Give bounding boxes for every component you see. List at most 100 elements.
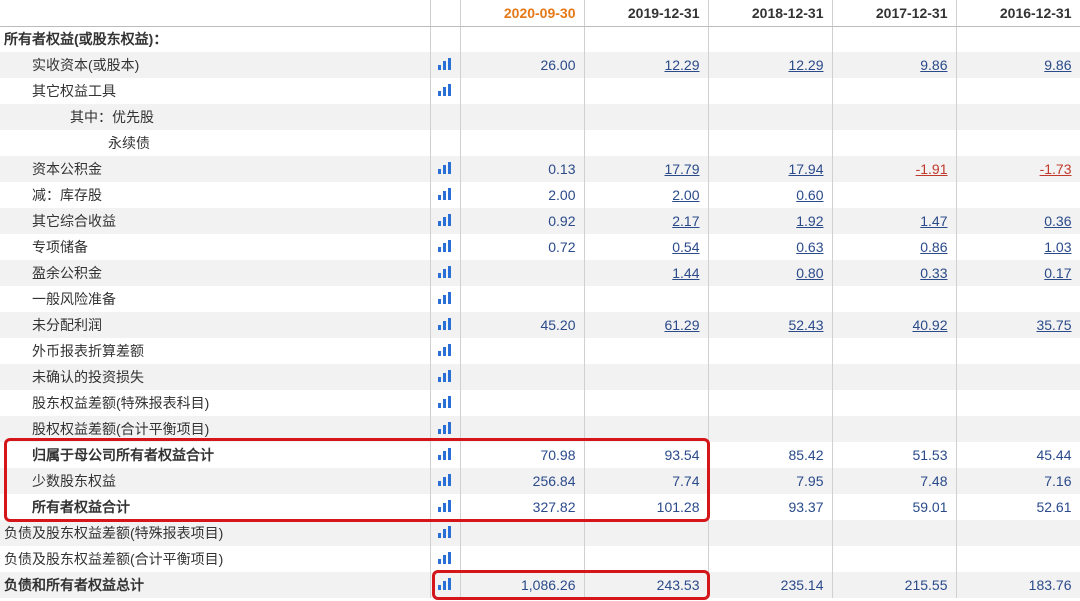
data-cell[interactable]: 12.29 <box>708 52 832 78</box>
cell-value[interactable]: 2.00 <box>672 187 699 203</box>
chart-icon-cell[interactable] <box>430 468 460 494</box>
cell-value[interactable]: 1.92 <box>796 213 823 229</box>
data-cell[interactable]: 101.28 <box>584 494 708 520</box>
bar-chart-icon[interactable] <box>438 345 452 356</box>
cell-value[interactable]: 52.43 <box>788 317 823 333</box>
bar-chart-icon[interactable] <box>438 215 452 226</box>
cell-value[interactable]: 17.79 <box>664 161 699 177</box>
data-cell[interactable]: 256.84 <box>460 468 584 494</box>
data-cell[interactable]: 0.33 <box>832 260 956 286</box>
bar-chart-icon[interactable] <box>438 579 452 590</box>
data-cell[interactable]: 35.75 <box>956 312 1080 338</box>
header-col-3[interactable]: 2017-12-31 <box>832 0 956 26</box>
data-cell[interactable]: 7.16 <box>956 468 1080 494</box>
cell-value[interactable]: 0.17 <box>1044 265 1071 281</box>
bar-chart-icon[interactable] <box>438 163 452 174</box>
chart-icon-cell[interactable] <box>430 234 460 260</box>
cell-value[interactable]: 12.29 <box>664 57 699 73</box>
bar-chart-icon[interactable] <box>438 85 452 96</box>
data-cell[interactable]: 7.48 <box>832 468 956 494</box>
bar-chart-icon[interactable] <box>438 267 452 278</box>
cell-value[interactable]: 0.36 <box>1044 213 1071 229</box>
data-cell[interactable]: 0.17 <box>956 260 1080 286</box>
data-cell[interactable]: 2.17 <box>584 208 708 234</box>
cell-value[interactable]: 0.86 <box>920 239 947 255</box>
cell-value[interactable]: -1.73 <box>1040 161 1072 177</box>
data-cell[interactable]: 61.29 <box>584 312 708 338</box>
header-col-1[interactable]: 2019-12-31 <box>584 0 708 26</box>
data-cell[interactable]: 1.44 <box>584 260 708 286</box>
data-cell[interactable]: 9.86 <box>956 52 1080 78</box>
data-cell[interactable]: 7.74 <box>584 468 708 494</box>
header-col-4[interactable]: 2016-12-31 <box>956 0 1080 26</box>
cell-value[interactable]: 0.80 <box>796 265 823 281</box>
data-cell[interactable]: 26.00 <box>460 52 584 78</box>
data-cell[interactable]: 2.00 <box>460 182 584 208</box>
bar-chart-icon[interactable] <box>438 241 452 252</box>
data-cell[interactable]: 1.03 <box>956 234 1080 260</box>
cell-value[interactable]: 0.33 <box>920 265 947 281</box>
cell-value[interactable]: 9.86 <box>1044 57 1071 73</box>
bar-chart-icon[interactable] <box>438 423 452 434</box>
header-col-0[interactable]: 2020-09-30 <box>460 0 584 26</box>
chart-icon-cell[interactable] <box>430 208 460 234</box>
data-cell[interactable]: 1.92 <box>708 208 832 234</box>
data-cell[interactable]: 0.60 <box>708 182 832 208</box>
chart-icon-cell[interactable] <box>430 416 460 442</box>
data-cell[interactable]: 0.63 <box>708 234 832 260</box>
data-cell[interactable]: 59.01 <box>832 494 956 520</box>
data-cell[interactable]: 0.86 <box>832 234 956 260</box>
cell-value[interactable]: 1.47 <box>920 213 947 229</box>
bar-chart-icon[interactable] <box>438 449 452 460</box>
chart-icon-cell[interactable] <box>430 260 460 286</box>
data-cell[interactable]: 93.37 <box>708 494 832 520</box>
cell-value[interactable]: 1.44 <box>672 265 699 281</box>
data-cell[interactable]: 9.86 <box>832 52 956 78</box>
cell-value[interactable]: -1.91 <box>916 161 948 177</box>
cell-value[interactable]: 35.75 <box>1036 317 1071 333</box>
bar-chart-icon[interactable] <box>438 527 452 538</box>
data-cell[interactable]: 2.00 <box>584 182 708 208</box>
data-cell[interactable]: 235.14 <box>708 572 832 598</box>
data-cell[interactable]: -1.91 <box>832 156 956 182</box>
cell-value[interactable]: 0.54 <box>672 239 699 255</box>
data-cell[interactable]: 243.53 <box>584 572 708 598</box>
data-cell[interactable]: 40.92 <box>832 312 956 338</box>
chart-icon-cell[interactable] <box>430 390 460 416</box>
data-cell[interactable]: 0.36 <box>956 208 1080 234</box>
data-cell[interactable]: 51.53 <box>832 442 956 468</box>
header-col-2[interactable]: 2018-12-31 <box>708 0 832 26</box>
cell-value[interactable]: 9.86 <box>920 57 947 73</box>
data-cell[interactable]: 85.42 <box>708 442 832 468</box>
data-cell[interactable]: 327.82 <box>460 494 584 520</box>
data-cell[interactable]: 52.61 <box>956 494 1080 520</box>
bar-chart-icon[interactable] <box>438 319 452 330</box>
chart-icon-cell[interactable] <box>430 520 460 546</box>
data-cell[interactable]: 183.76 <box>956 572 1080 598</box>
chart-icon-cell[interactable] <box>430 78 460 104</box>
chart-icon-cell[interactable] <box>430 52 460 78</box>
chart-icon-cell[interactable] <box>430 286 460 312</box>
data-cell[interactable]: 0.92 <box>460 208 584 234</box>
bar-chart-icon[interactable] <box>438 189 452 200</box>
cell-value[interactable]: 1.03 <box>1044 239 1071 255</box>
data-cell[interactable]: 45.20 <box>460 312 584 338</box>
chart-icon-cell[interactable] <box>430 182 460 208</box>
data-cell[interactable]: 215.55 <box>832 572 956 598</box>
bar-chart-icon[interactable] <box>438 553 452 564</box>
bar-chart-icon[interactable] <box>438 475 452 486</box>
data-cell[interactable]: 0.72 <box>460 234 584 260</box>
bar-chart-icon[interactable] <box>438 59 452 70</box>
data-cell[interactable]: 0.54 <box>584 234 708 260</box>
chart-icon-cell[interactable] <box>430 312 460 338</box>
data-cell[interactable]: -1.73 <box>956 156 1080 182</box>
data-cell[interactable]: 12.29 <box>584 52 708 78</box>
chart-icon-cell[interactable] <box>430 156 460 182</box>
data-cell[interactable]: 7.95 <box>708 468 832 494</box>
data-cell[interactable]: 45.44 <box>956 442 1080 468</box>
data-cell[interactable]: 70.98 <box>460 442 584 468</box>
chart-icon-cell[interactable] <box>430 546 460 572</box>
chart-icon-cell[interactable] <box>430 494 460 520</box>
data-cell[interactable]: 93.54 <box>584 442 708 468</box>
bar-chart-icon[interactable] <box>438 501 452 512</box>
